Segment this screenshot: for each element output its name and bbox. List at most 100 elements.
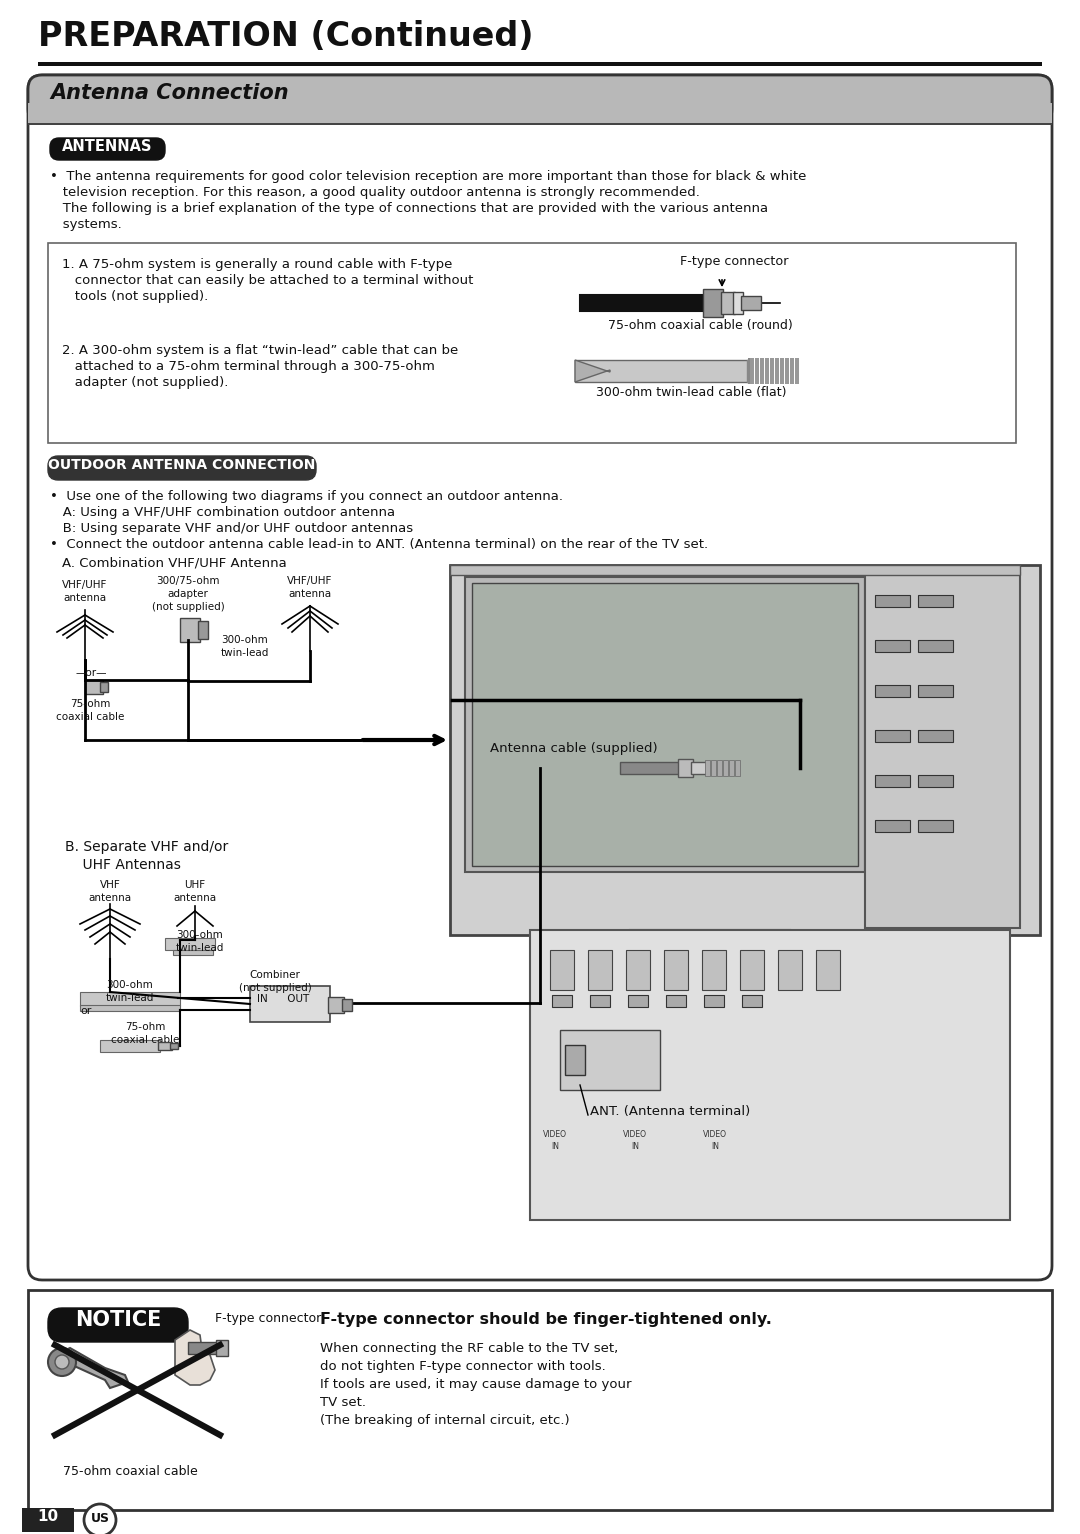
Bar [875,821,910,831]
Bar [865,574,1020,928]
Text: 300-ohm
twin-lead: 300-ohm twin-lead [176,930,225,953]
Bar [342,999,352,1011]
Bar [216,1341,228,1356]
Text: US: US [91,1513,109,1525]
Text: attached to a 75-ohm terminal through a 300-75-ohm: attached to a 75-ohm terminal through a … [62,360,435,373]
Bar [704,996,724,1006]
Bar [765,357,769,384]
Bar [85,680,103,693]
FancyBboxPatch shape [50,138,165,160]
Bar [918,595,953,607]
Polygon shape [175,1330,215,1385]
Text: VHF
antenna: VHF antenna [89,881,132,904]
Text: A: Using a VHF/UHF combination outdoor antenna: A: Using a VHF/UHF combination outdoor a… [50,506,395,518]
Bar [741,296,761,310]
Bar [80,1005,180,1011]
Text: •  Use one of the following two diagrams if you connect an outdoor antenna.: • Use one of the following two diagrams … [50,489,563,503]
Bar [780,357,784,384]
Bar [740,950,764,989]
Bar [705,759,710,776]
Text: PREPARATION (Continued): PREPARATION (Continued) [38,20,534,54]
Bar [28,123,1052,124]
Bar [100,1040,160,1052]
Bar [733,291,743,314]
Bar [735,759,740,776]
Text: TV set.: TV set. [320,1396,366,1410]
Bar [875,775,910,787]
Bar [158,1042,172,1049]
Bar [760,357,764,384]
FancyBboxPatch shape [28,75,1052,123]
Bar [170,1043,178,1049]
Text: 300/75-ohm
adapter
(not supplied): 300/75-ohm adapter (not supplied) [151,575,225,612]
Bar [918,640,953,652]
Bar [590,996,610,1006]
Text: VHF/UHF
antenna: VHF/UHF antenna [63,580,108,603]
Text: F-type connector should be finger-tightened only.: F-type connector should be finger-tighte… [320,1312,772,1327]
Bar [198,621,208,640]
Bar [165,937,215,950]
Bar [550,950,573,989]
Bar [552,996,572,1006]
Text: ANT. (Antenna terminal): ANT. (Antenna terminal) [590,1104,751,1118]
Bar [755,357,759,384]
Text: 75-ohm
coaxial cable: 75-ohm coaxial cable [111,1022,179,1045]
Bar [816,950,840,989]
Bar [770,357,774,384]
Text: F-type connector: F-type connector [680,255,788,268]
Bar [703,288,723,318]
Text: VIDEO
IN: VIDEO IN [703,1131,727,1150]
Text: NOTICE: NOTICE [75,1310,161,1330]
Bar [775,357,779,384]
Bar [795,357,799,384]
Bar [328,997,345,1012]
Bar [450,565,1040,936]
Text: OUTDOOR ANTENNA CONNECTION: OUTDOOR ANTENNA CONNECTION [49,459,315,472]
Bar [918,821,953,831]
Bar [875,595,910,607]
Text: do not tighten F-type connector with tools.: do not tighten F-type connector with too… [320,1361,606,1373]
Bar [530,930,1010,1220]
Text: connector that can easily be attached to a terminal without: connector that can easily be attached to… [62,275,473,287]
Bar [38,61,1042,66]
Bar [465,577,865,871]
Text: (The breaking of internal circuit, etc.): (The breaking of internal circuit, etc.) [320,1414,569,1427]
Bar [875,686,910,696]
Text: 300-ohm twin-lead cable (flat): 300-ohm twin-lead cable (flat) [596,387,786,399]
Text: —or—: —or— [75,667,107,678]
Bar [249,986,330,1022]
Bar [723,759,728,776]
Bar [561,1029,660,1091]
Text: 1. A 75-ohm system is generally a round cable with F-type: 1. A 75-ohm system is generally a round … [62,258,453,272]
Polygon shape [575,360,610,382]
Bar [626,950,650,989]
Circle shape [84,1503,116,1534]
Text: tools (not supplied).: tools (not supplied). [62,290,208,304]
Text: adapter (not supplied).: adapter (not supplied). [62,376,228,390]
Text: Combiner
(not supplied): Combiner (not supplied) [239,969,311,992]
Bar [729,759,734,776]
Bar [702,950,726,989]
Bar [918,775,953,787]
Bar [605,953,815,965]
Bar [180,618,200,643]
Bar [742,996,762,1006]
Bar [778,950,802,989]
Bar [575,360,750,382]
Bar [80,992,180,1006]
Text: systems.: systems. [50,218,122,232]
Bar [173,950,213,956]
Bar [717,759,723,776]
Bar [875,640,910,652]
Text: VHF/UHF
antenna: VHF/UHF antenna [287,575,333,600]
Bar [691,762,706,775]
Bar [588,950,612,989]
Text: television reception. For this reason, a good quality outdoor antenna is strongl: television reception. For this reason, a… [50,186,700,199]
Polygon shape [55,1348,129,1388]
Text: VIDEO
IN: VIDEO IN [543,1131,567,1150]
Text: The following is a brief explanation of the type of connections that are provide: The following is a brief explanation of … [50,202,768,215]
Bar [565,1045,585,1075]
Bar [627,996,648,1006]
Bar [472,583,858,867]
Text: 75-ohm coaxial cable (round): 75-ohm coaxial cable (round) [608,319,793,331]
